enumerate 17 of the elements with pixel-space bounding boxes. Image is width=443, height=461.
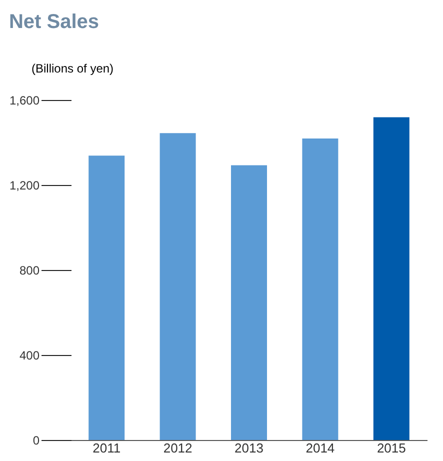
y-tick-label: 800	[19, 264, 40, 278]
x-tick-label: 2015	[376, 440, 406, 456]
x-tick-label: 2013	[234, 440, 264, 456]
bar	[88, 156, 125, 440]
y-tick-label: 0	[32, 434, 40, 448]
bar	[160, 133, 196, 440]
y-tick-label: 1,200	[9, 178, 40, 192]
y-axis-title: (Billions of yen)	[32, 62, 114, 76]
bar	[302, 138, 338, 440]
x-tick-label: 2012	[163, 440, 192, 456]
bar	[373, 117, 410, 440]
x-tick-label: 2011	[92, 440, 121, 456]
y-tick-label: 1,600	[9, 94, 40, 108]
y-tick-label: 400	[19, 348, 40, 362]
chart-title: Net Sales	[8, 11, 100, 33]
bar	[231, 165, 267, 440]
x-tick-label: 2014	[306, 440, 335, 456]
